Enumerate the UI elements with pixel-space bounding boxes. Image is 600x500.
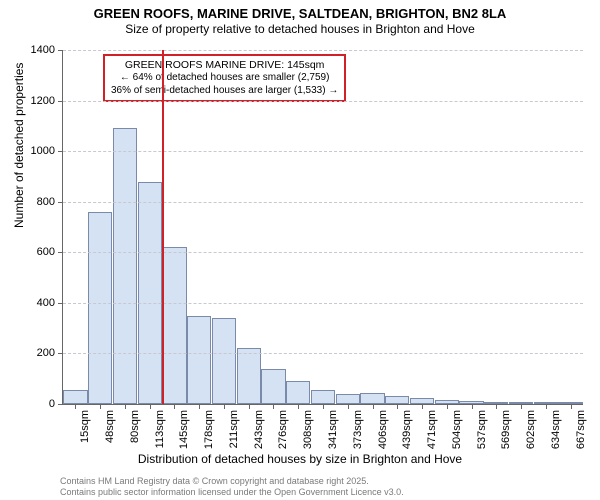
chart-title: GREEN ROOFS, MARINE DRIVE, SALTDEAN, BRI… (0, 6, 600, 21)
y-tick (58, 404, 63, 405)
histogram-bar (385, 396, 409, 404)
y-tick (58, 353, 63, 354)
x-tick-label: 308sqm (302, 410, 314, 449)
x-tick-label: 15sqm (79, 410, 91, 443)
x-tick (546, 404, 547, 409)
x-tick (472, 404, 473, 409)
gridline (63, 353, 583, 354)
x-tick-label: 406sqm (377, 410, 389, 449)
x-tick (323, 404, 324, 409)
gridline (63, 202, 583, 203)
histogram-bar (187, 316, 211, 405)
x-tick (373, 404, 374, 409)
y-tick-label: 1200 (31, 95, 55, 107)
x-tick (75, 404, 76, 409)
x-tick-label: 276sqm (277, 410, 289, 449)
x-tick (298, 404, 299, 409)
histogram-bar (286, 381, 310, 404)
y-tick (58, 50, 63, 51)
x-tick-label: 80sqm (129, 410, 141, 443)
gridline (63, 50, 583, 51)
x-tick-label: 243sqm (253, 410, 265, 449)
x-tick (496, 404, 497, 409)
y-tick-label: 800 (37, 196, 55, 208)
x-tick (521, 404, 522, 409)
annotation-headline: GREEN ROOFS MARINE DRIVE: 145sqm (111, 59, 338, 72)
gridline (63, 151, 583, 152)
y-axis-title: Number of detached properties (12, 63, 26, 228)
x-tick-label: 211sqm (228, 410, 240, 448)
x-tick (199, 404, 200, 409)
histogram-bar (88, 212, 112, 404)
y-tick (58, 252, 63, 253)
x-tick-label: 373sqm (352, 410, 364, 449)
histogram-bar (212, 318, 236, 404)
gridline (63, 252, 583, 253)
gridline (63, 303, 583, 304)
y-tick (58, 303, 63, 304)
x-tick-label: 667sqm (575, 410, 587, 449)
x-tick (224, 404, 225, 409)
x-tick-label: 439sqm (401, 410, 413, 449)
x-tick-label: 471sqm (426, 410, 438, 449)
chart-subtitle: Size of property relative to detached ho… (0, 22, 600, 36)
x-tick (422, 404, 423, 409)
x-tick-label: 178sqm (203, 410, 215, 449)
y-tick-label: 400 (37, 297, 55, 309)
x-tick-label: 145sqm (178, 410, 190, 449)
histogram-bar (113, 128, 137, 404)
subject-marker-line (162, 50, 164, 404)
x-tick-label: 602sqm (525, 410, 537, 449)
x-tick (348, 404, 349, 409)
x-tick-label: 537sqm (476, 410, 488, 449)
y-tick-label: 600 (37, 246, 55, 258)
x-tick (100, 404, 101, 409)
x-tick (571, 404, 572, 409)
histogram-bar (336, 394, 360, 404)
footer-line-1: Contains HM Land Registry data © Crown c… (60, 476, 404, 487)
footer-line-2: Contains public sector information licen… (60, 487, 404, 498)
chart-title-block: GREEN ROOFS, MARINE DRIVE, SALTDEAN, BRI… (0, 0, 600, 36)
annotation-line-smaller: ← 64% of detached houses are smaller (2,… (111, 72, 338, 85)
histogram-bar (63, 390, 87, 404)
chart-plot-area: GREEN ROOFS MARINE DRIVE: 145sqm ← 64% o… (62, 50, 583, 405)
histogram-bar (261, 369, 285, 404)
x-tick-label: 504sqm (451, 410, 463, 449)
annotation-line-larger: 36% of semi-detached houses are larger (… (111, 85, 338, 98)
histogram-bar (138, 182, 162, 405)
y-tick (58, 151, 63, 152)
histogram-bar (360, 393, 384, 404)
histogram-bar (162, 247, 186, 404)
x-tick (150, 404, 151, 409)
x-tick-label: 113sqm (154, 410, 166, 448)
histogram-bar (237, 348, 261, 404)
x-tick-label: 341sqm (327, 410, 339, 449)
histogram-bar (311, 390, 335, 404)
y-tick-label: 0 (49, 398, 55, 410)
x-tick-label: 634sqm (550, 410, 562, 449)
x-tick (125, 404, 126, 409)
y-tick-label: 200 (37, 347, 55, 359)
y-tick-label: 1400 (31, 44, 55, 56)
x-tick (273, 404, 274, 409)
x-tick-label: 569sqm (500, 410, 512, 449)
chart-footer: Contains HM Land Registry data © Crown c… (60, 476, 404, 499)
annotation-callout: GREEN ROOFS MARINE DRIVE: 145sqm ← 64% o… (103, 54, 346, 102)
x-tick-label: 48sqm (104, 410, 116, 443)
gridline (63, 101, 583, 102)
x-axis-title: Distribution of detached houses by size … (0, 452, 600, 466)
y-tick-label: 1000 (31, 145, 55, 157)
x-tick (397, 404, 398, 409)
y-tick (58, 202, 63, 203)
histogram-bars (63, 50, 583, 404)
y-tick (58, 101, 63, 102)
x-tick (249, 404, 250, 409)
x-tick (447, 404, 448, 409)
x-tick (174, 404, 175, 409)
